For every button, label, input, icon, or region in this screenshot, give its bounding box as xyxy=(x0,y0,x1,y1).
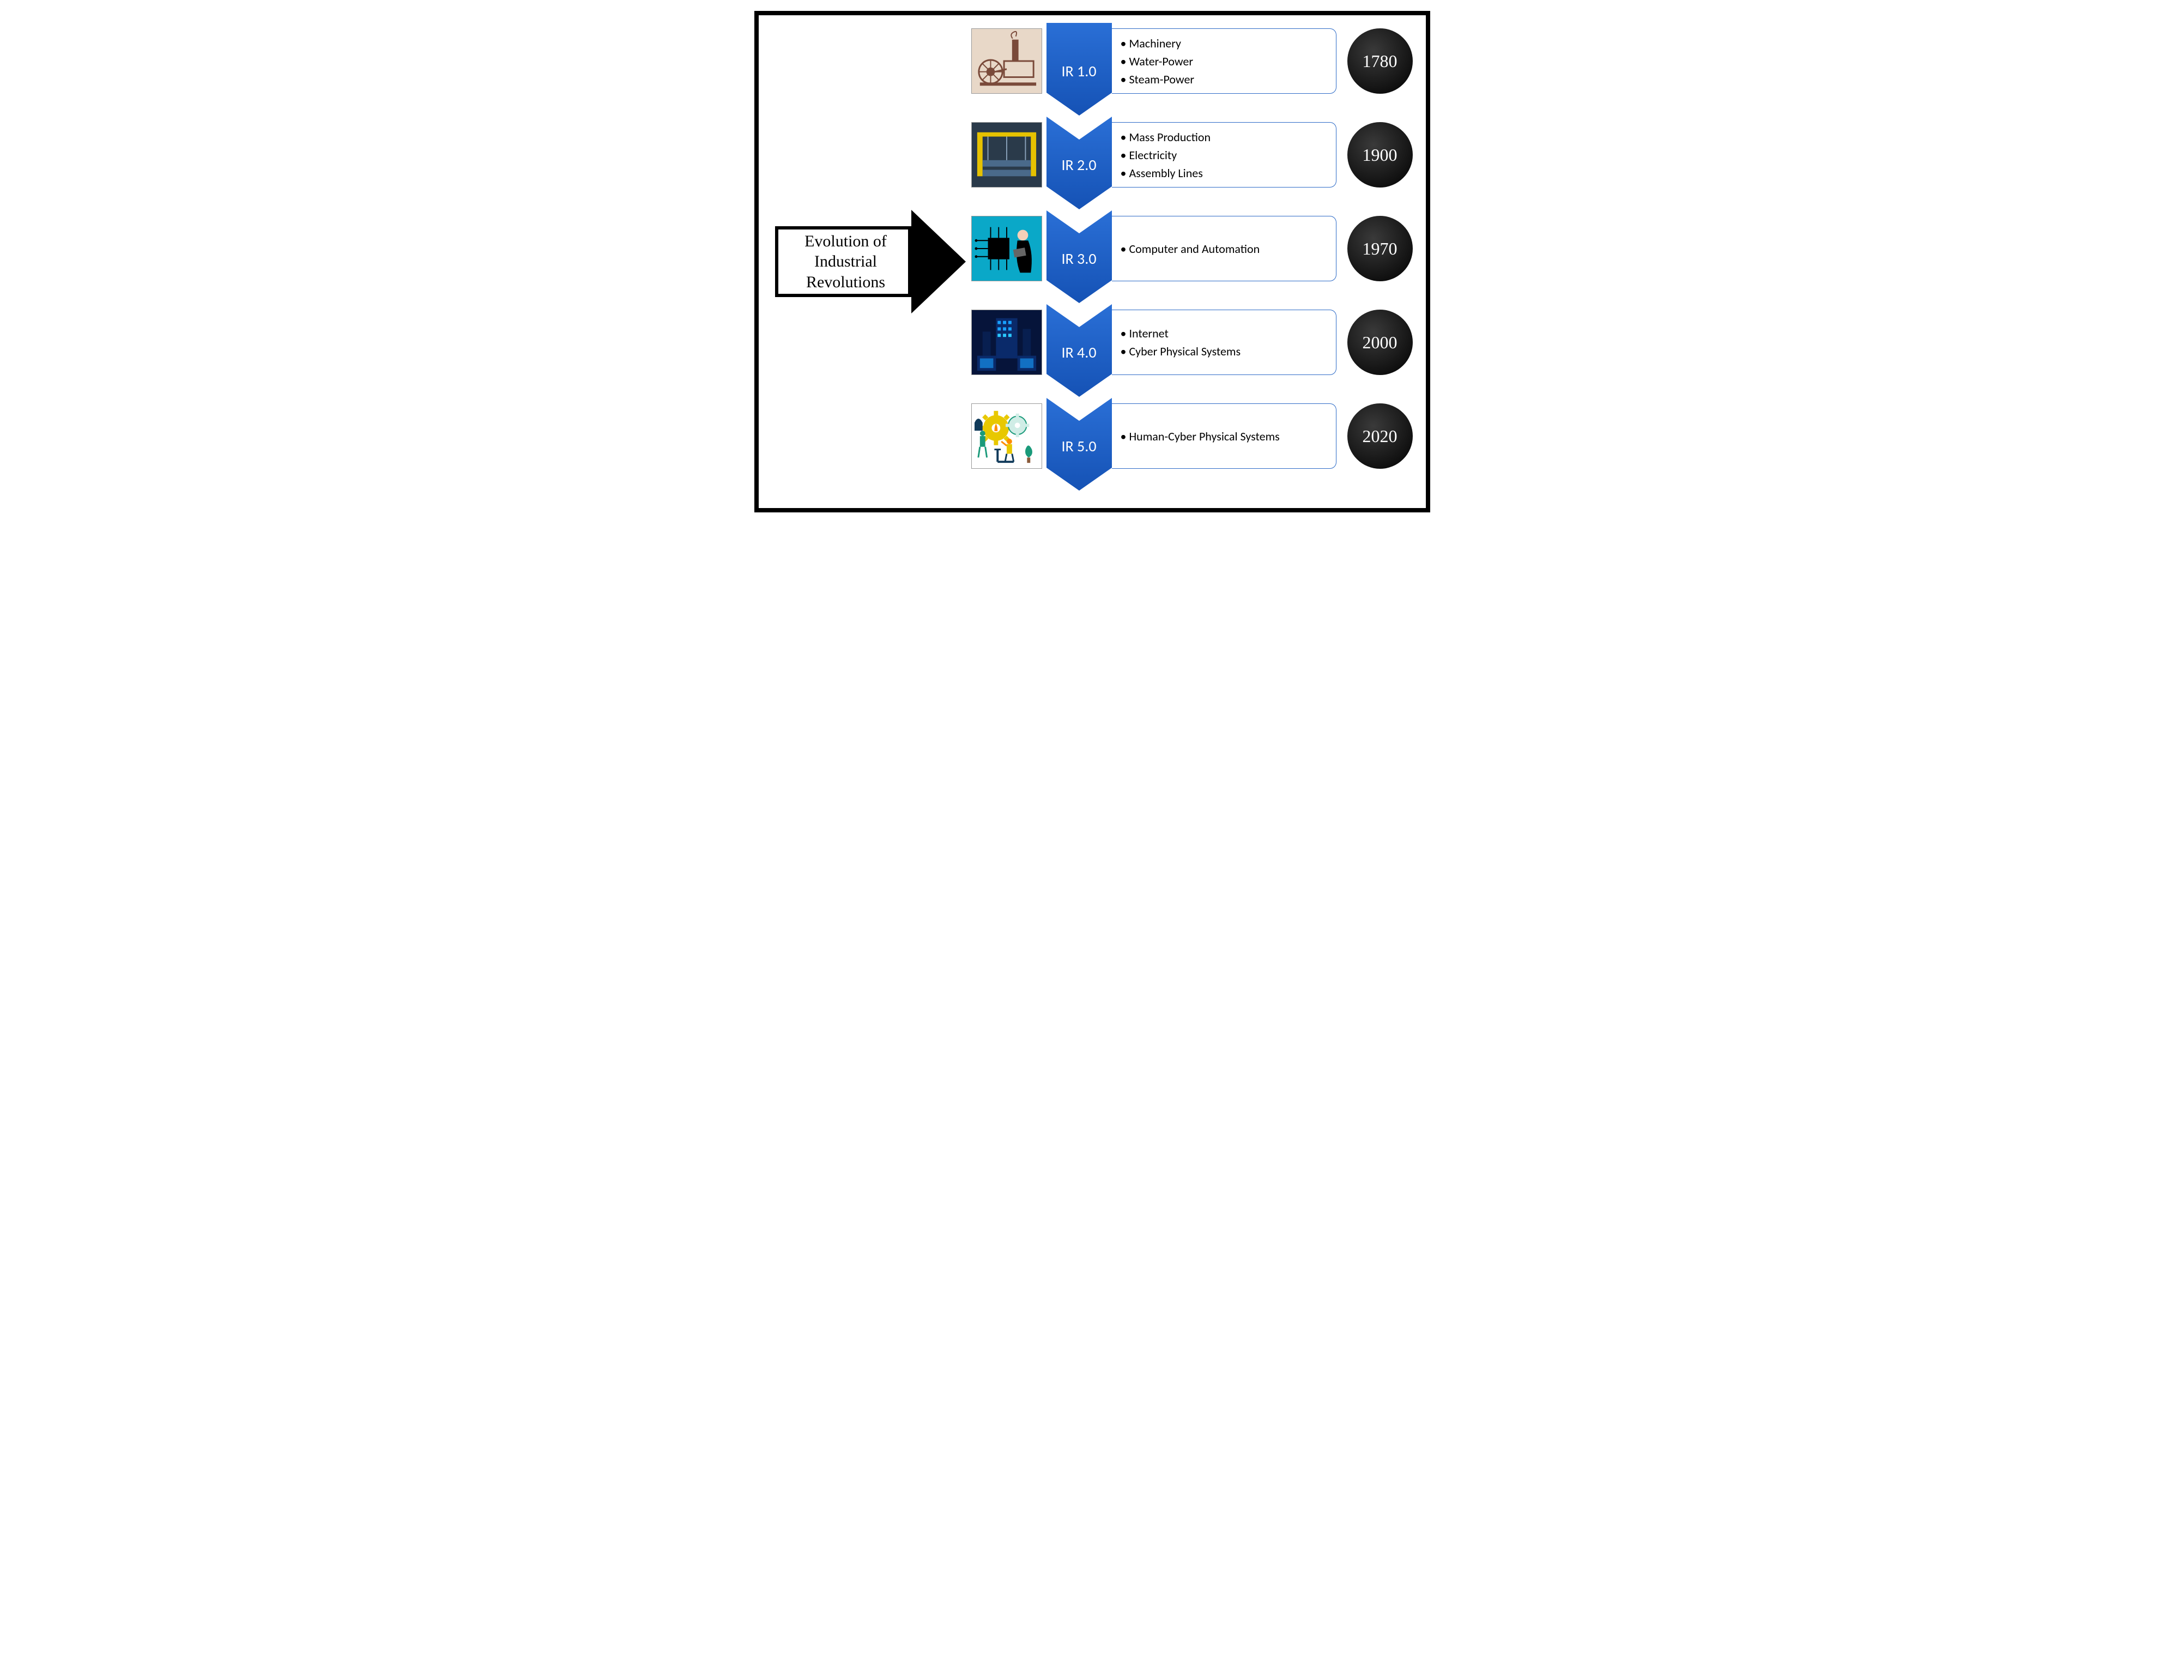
bullet-text: Water-Power xyxy=(1129,54,1193,69)
factory-icon xyxy=(972,123,1042,187)
desc-box-ir5: • Human-Cyber Physical Systems xyxy=(1112,403,1336,469)
desc-box-ir1: • Machinery • Water-Power • Steam-Power xyxy=(1112,28,1336,94)
chevron-label-ir1: IR 1.0 xyxy=(1046,23,1112,93)
year-label: 2020 xyxy=(1363,426,1397,446)
title-arrow: Evolution ofIndustrialRevolutions xyxy=(775,210,966,313)
year-label: 2000 xyxy=(1363,333,1397,353)
stage-row-ir5: IR 5.0 • Human-Cyber Physical Systems 20… xyxy=(971,398,1418,491)
desc-box-ir2: • Mass Production • Electricity • Assemb… xyxy=(1112,122,1336,188)
bullet-text: Mass Production xyxy=(1129,130,1211,144)
year-label: 1970 xyxy=(1363,239,1397,259)
bullet-ir3-0: • Computer and Automation xyxy=(1121,240,1327,258)
chevron-label-ir3: IR 3.0 xyxy=(1046,210,1112,280)
diagram-frame: Evolution ofIndustrialRevolutions xyxy=(754,11,1430,512)
bullet-ir2-2: • Assembly Lines xyxy=(1121,164,1327,182)
thumb-factory xyxy=(971,122,1042,188)
year-circle-ir3: 1970 xyxy=(1347,216,1413,281)
title-arrow-label: Evolution ofIndustrialRevolutions xyxy=(775,210,911,313)
chevron-ir3: IR 3.0 xyxy=(1046,210,1112,303)
people-gears-icon xyxy=(972,404,1042,468)
year-circle-ir1: 1780 xyxy=(1347,28,1413,94)
bullet-ir1-1: • Water-Power xyxy=(1121,52,1327,70)
bullet-ir4-0: • Internet xyxy=(1121,324,1327,342)
year-label: 1780 xyxy=(1363,51,1397,71)
bullet-text: Internet xyxy=(1129,326,1168,341)
bullet-text: Machinery xyxy=(1129,36,1181,51)
bullet-ir1-2: • Steam-Power xyxy=(1121,70,1327,88)
stage-row-ir3: IR 3.0 • Computer and Automation 1970 xyxy=(971,210,1418,303)
chip-person-icon xyxy=(972,216,1042,281)
year-circle-ir4: 2000 xyxy=(1347,310,1413,375)
chevron-ir1: IR 1.0 xyxy=(1046,23,1112,116)
desc-box-ir4: • Internet • Cyber Physical Systems xyxy=(1112,310,1336,375)
bullet-text: Cyber Physical Systems xyxy=(1129,344,1241,359)
thumb-smart-city xyxy=(971,310,1042,375)
chevron-ir5: IR 5.0 xyxy=(1046,398,1112,491)
chevron-label-ir5: IR 5.0 xyxy=(1046,398,1112,468)
bullet-ir5-0: • Human-Cyber Physical Systems xyxy=(1121,427,1327,445)
bullet-ir2-0: • Mass Production xyxy=(1121,128,1327,146)
chevron-label-ir2: IR 2.0 xyxy=(1046,117,1112,186)
year-circle-ir5: 2020 xyxy=(1347,403,1413,469)
stage-row-ir4: IR 4.0 • Internet • Cyber Physical Syste… xyxy=(971,304,1418,397)
stage-row-ir1: IR 1.0 • Machinery • Water-Power • Steam… xyxy=(971,23,1418,116)
steam-engine-icon xyxy=(972,29,1042,93)
desc-box-ir3: • Computer and Automation xyxy=(1112,216,1336,281)
bullet-text: Assembly Lines xyxy=(1129,166,1202,180)
bullet-ir4-1: • Cyber Physical Systems xyxy=(1121,342,1327,360)
bullet-text: Electricity xyxy=(1129,148,1177,162)
bullet-ir1-0: • Machinery xyxy=(1121,34,1327,52)
stages-column: IR 1.0 • Machinery • Water-Power • Steam… xyxy=(971,23,1418,492)
bullet-text: Steam-Power xyxy=(1129,72,1194,87)
year-circle-ir2: 1900 xyxy=(1347,122,1413,188)
stage-row-ir2: IR 2.0 • Mass Production • Electricity •… xyxy=(971,117,1418,209)
year-label: 1900 xyxy=(1363,145,1397,165)
smart-city-icon xyxy=(972,310,1042,374)
thumb-people-gears xyxy=(971,403,1042,469)
thumb-computer-chip xyxy=(971,216,1042,281)
thumb-steam-engine xyxy=(971,28,1042,94)
chevron-ir4: IR 4.0 xyxy=(1046,304,1112,397)
chevron-ir2: IR 2.0 xyxy=(1046,117,1112,209)
bullet-text: Human-Cyber Physical Systems xyxy=(1129,429,1279,444)
bullet-text: Computer and Automation xyxy=(1129,241,1260,256)
title-text: Evolution ofIndustrialRevolutions xyxy=(804,231,887,293)
chevron-label-ir4: IR 4.0 xyxy=(1046,304,1112,374)
bullet-ir2-1: • Electricity xyxy=(1121,146,1327,164)
